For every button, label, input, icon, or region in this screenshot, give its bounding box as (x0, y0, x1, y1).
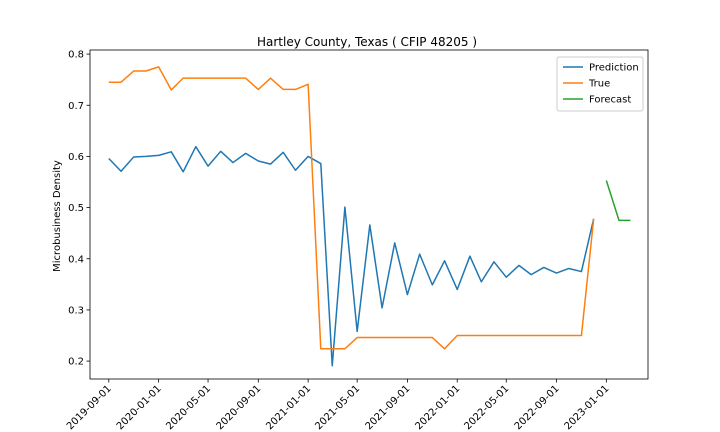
x-tick-label: 2020-01-01 (115, 383, 164, 432)
y-tick-label: 0.7 (68, 101, 84, 112)
plot-frame (89, 49, 649, 380)
x-tick-label: 2023-01-01 (563, 383, 612, 432)
x-tick-label: 2022-01-01 (413, 383, 462, 432)
x-tick-label: 2021-09-01 (364, 383, 413, 432)
y-tick-label: 0.4 (68, 254, 84, 265)
y-tick-label: 0.8 (68, 50, 84, 61)
legend: Prediction True Forecast (556, 56, 644, 112)
x-tick-label: 2020-05-01 (164, 383, 213, 432)
y-tick-label: 0.3 (68, 305, 84, 316)
legend-label-true: True (588, 79, 610, 90)
y-tick-label: 0.6 (68, 152, 84, 163)
legend-label-prediction: Prediction (589, 63, 639, 74)
legend-label-forecast: Forecast (589, 95, 631, 106)
y-tick-label: 0.2 (68, 357, 84, 368)
x-tick-label: 2021-05-01 (313, 383, 362, 432)
series-line-true (108, 66, 595, 350)
series-line-prediction (108, 145, 595, 367)
y-tick-label: 0.5 (68, 203, 84, 214)
x-tick-label: 2019-09-01 (65, 383, 114, 432)
y-axis-label: Microbusiness Density (52, 160, 63, 272)
x-tick-label: 2020-09-01 (215, 383, 264, 432)
chart-title: Hartley County, Texas ( CFIP 48205 ) (257, 35, 477, 49)
x-tick-label: 2022-09-01 (513, 383, 562, 432)
x-tick-label: 2022-05-01 (462, 383, 511, 432)
legend-box (556, 56, 644, 112)
x-tick-label: 2021-01-01 (264, 383, 313, 432)
series-line-forecast (605, 180, 631, 222)
